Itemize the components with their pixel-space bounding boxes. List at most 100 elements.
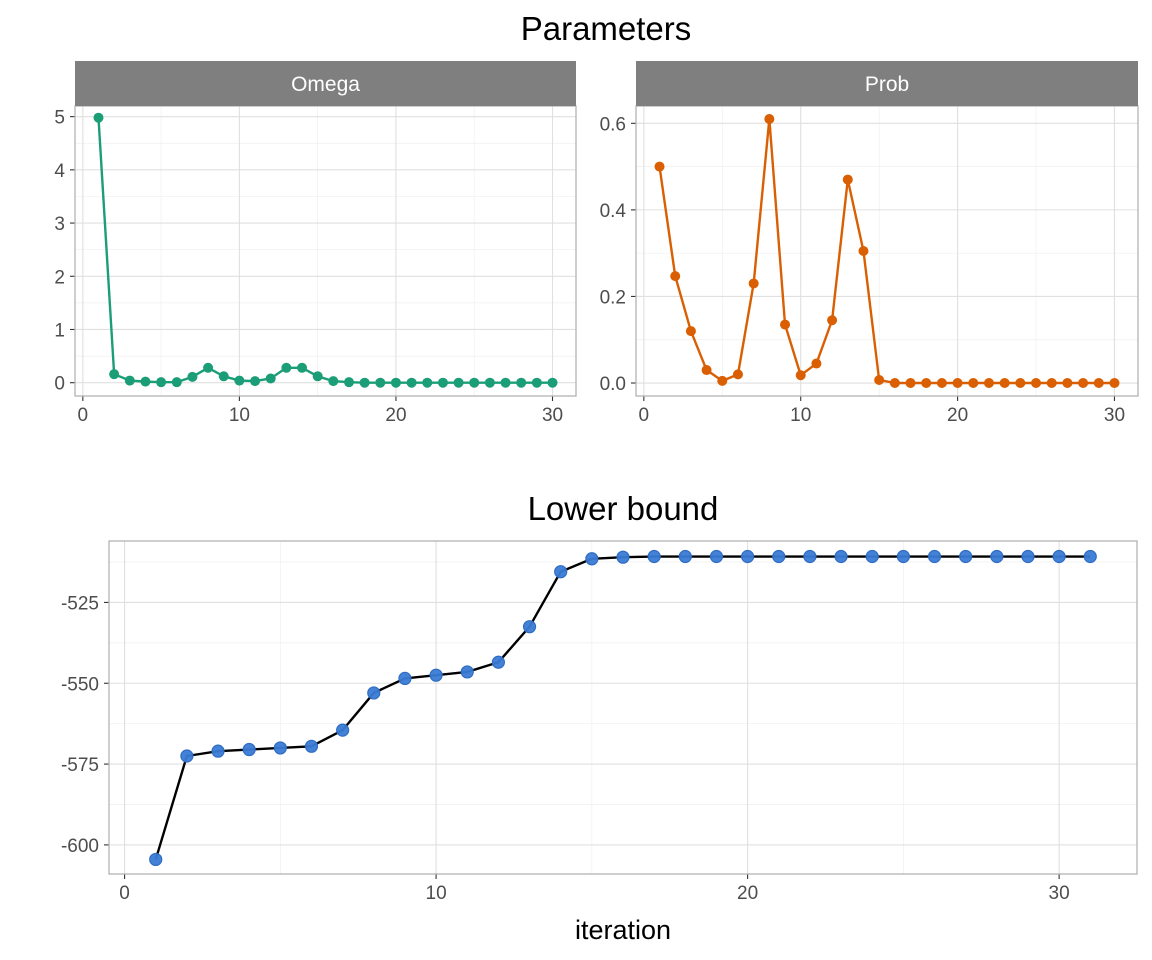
- prob-data-point: [1078, 378, 1089, 389]
- omega-x-tick-label: 0: [78, 405, 89, 426]
- lower-bound-data-point: [585, 552, 599, 566]
- prob-data-point: [936, 378, 947, 389]
- prob-y-tick-label: 0.2: [600, 287, 626, 308]
- lower-bound-data-point: [616, 550, 630, 564]
- prob-data-point: [780, 319, 791, 330]
- omega-data-point: [390, 377, 401, 388]
- prob-y-tick-label: 0.4: [600, 201, 627, 222]
- omega-data-point: [422, 377, 433, 388]
- prob-data-point: [842, 174, 853, 185]
- prob-x-tick-label: 20: [947, 405, 968, 426]
- omega-x-tick-label: 10: [229, 405, 250, 426]
- omega-strip-label: Omega: [291, 73, 360, 96]
- lower-bound-data-point: [180, 749, 194, 763]
- lower-bound-panel: 0 10 20 30 -600 -575 -550 -525: [61, 540, 1138, 904]
- prob-data-point: [717, 375, 728, 386]
- lower-bound-data-point: [741, 549, 755, 564]
- lower-bound-data-point: [429, 668, 443, 682]
- lower-bound-data-point: [803, 549, 817, 564]
- prob-y-tick-label: 0.0: [600, 374, 626, 395]
- parameters-title: Parameters: [521, 10, 692, 47]
- lower-bound-data-point: [990, 549, 1004, 564]
- prob-data-point: [811, 358, 822, 369]
- prob-data-point: [874, 374, 885, 385]
- omega-data-point: [406, 377, 417, 388]
- omega-data-point: [500, 377, 511, 388]
- lower-bound-data-point: [242, 742, 256, 757]
- lower-bound-panel-border: [108, 540, 1138, 875]
- omega-data-point: [547, 377, 558, 388]
- lower-bound-data-point: [460, 665, 474, 679]
- prob-data-point: [889, 378, 900, 389]
- prob-x-tick-label: 10: [790, 405, 811, 426]
- lower-bound-data-point: [149, 852, 163, 867]
- prob-data-point: [1046, 378, 1057, 389]
- omega-data-point: [359, 377, 370, 388]
- omega-data-point: [156, 377, 167, 388]
- prob-data-point: [685, 326, 696, 337]
- lower-bound-data-point: [678, 549, 692, 564]
- omega-data-point: [218, 371, 229, 382]
- omega-data-point: [187, 371, 198, 382]
- lower-bound-data-point: [522, 620, 537, 634]
- lower-bound-x-tick-label: 10: [426, 883, 447, 904]
- prob-y-tick-label: 0.6: [600, 114, 626, 135]
- omega-y-tick-label: 0: [54, 374, 65, 395]
- prob-data-point: [764, 113, 775, 124]
- prob-data-point: [1093, 378, 1104, 389]
- prob-data-point: [905, 378, 916, 389]
- omega-y-tick-label: 2: [54, 267, 65, 288]
- omega-data-point: [453, 377, 464, 388]
- omega-strip: [75, 61, 576, 106]
- prob-data-point: [1109, 378, 1120, 389]
- lower-bound-title: Lower bound: [528, 490, 719, 527]
- lower-bound-y-tick-label: -575: [61, 755, 99, 776]
- lower-bound-data-point: [896, 549, 910, 564]
- lower-bound-data-point: [367, 686, 381, 700]
- omega-data-point: [234, 375, 245, 386]
- omega-y-tick-label: 3: [54, 214, 65, 235]
- lower-bound-data-point: [273, 741, 287, 755]
- prob-data-point: [1062, 378, 1073, 389]
- lower-bound-data-point: [211, 744, 225, 758]
- omega-data-point: [343, 377, 354, 388]
- omega-data-point: [312, 371, 323, 382]
- omega-data-point: [531, 377, 542, 388]
- lower-bound-y-tick-label: -550: [61, 674, 99, 695]
- omega-data-point: [250, 376, 261, 387]
- prob-data-point: [748, 278, 759, 289]
- prob-panel-border: [635, 105, 1139, 397]
- prob-data-point: [701, 365, 712, 376]
- lower-bound-data-point: [1083, 549, 1097, 564]
- lower-bound-x-tick-label: 0: [119, 883, 130, 904]
- lower-bound-data-point: [554, 565, 568, 579]
- omega-data-point: [93, 112, 104, 123]
- omega-data-point: [281, 362, 292, 373]
- prob-panel: 0 10 20 30 0.0 0.2 0.4 0.6: [600, 105, 1139, 426]
- lower-bound-x-tick-label: 30: [1049, 883, 1070, 904]
- prob-data-point: [858, 246, 869, 256]
- lower-bound-data-point: [1021, 549, 1035, 564]
- lower-bound-data-point: [647, 549, 661, 564]
- prob-strip: [636, 61, 1138, 106]
- omega-data-point: [265, 373, 276, 384]
- omega-data-point: [109, 369, 120, 380]
- omega-data-point: [124, 375, 135, 386]
- omega-x-tick-label: 20: [385, 405, 406, 426]
- omega-data-point: [140, 376, 151, 387]
- prob-data-point: [670, 271, 681, 282]
- omega-data-point: [375, 377, 386, 388]
- prob-x-tick-label: 30: [1104, 405, 1125, 426]
- prob-data-point: [654, 161, 665, 172]
- omega-series-line: [97, 117, 553, 384]
- lower-bound-y-tick-label: -525: [61, 593, 99, 614]
- prob-data-point: [921, 378, 932, 389]
- lower-bound-data-point: [336, 723, 350, 737]
- prob-strip-label: Prob: [865, 73, 909, 96]
- prob-data-point: [968, 378, 979, 389]
- prob-x-tick-label: 0: [639, 405, 650, 426]
- prob-data-point: [827, 315, 838, 326]
- lower-bound-data-point: [865, 549, 879, 564]
- x-axis-label: iteration: [575, 915, 671, 945]
